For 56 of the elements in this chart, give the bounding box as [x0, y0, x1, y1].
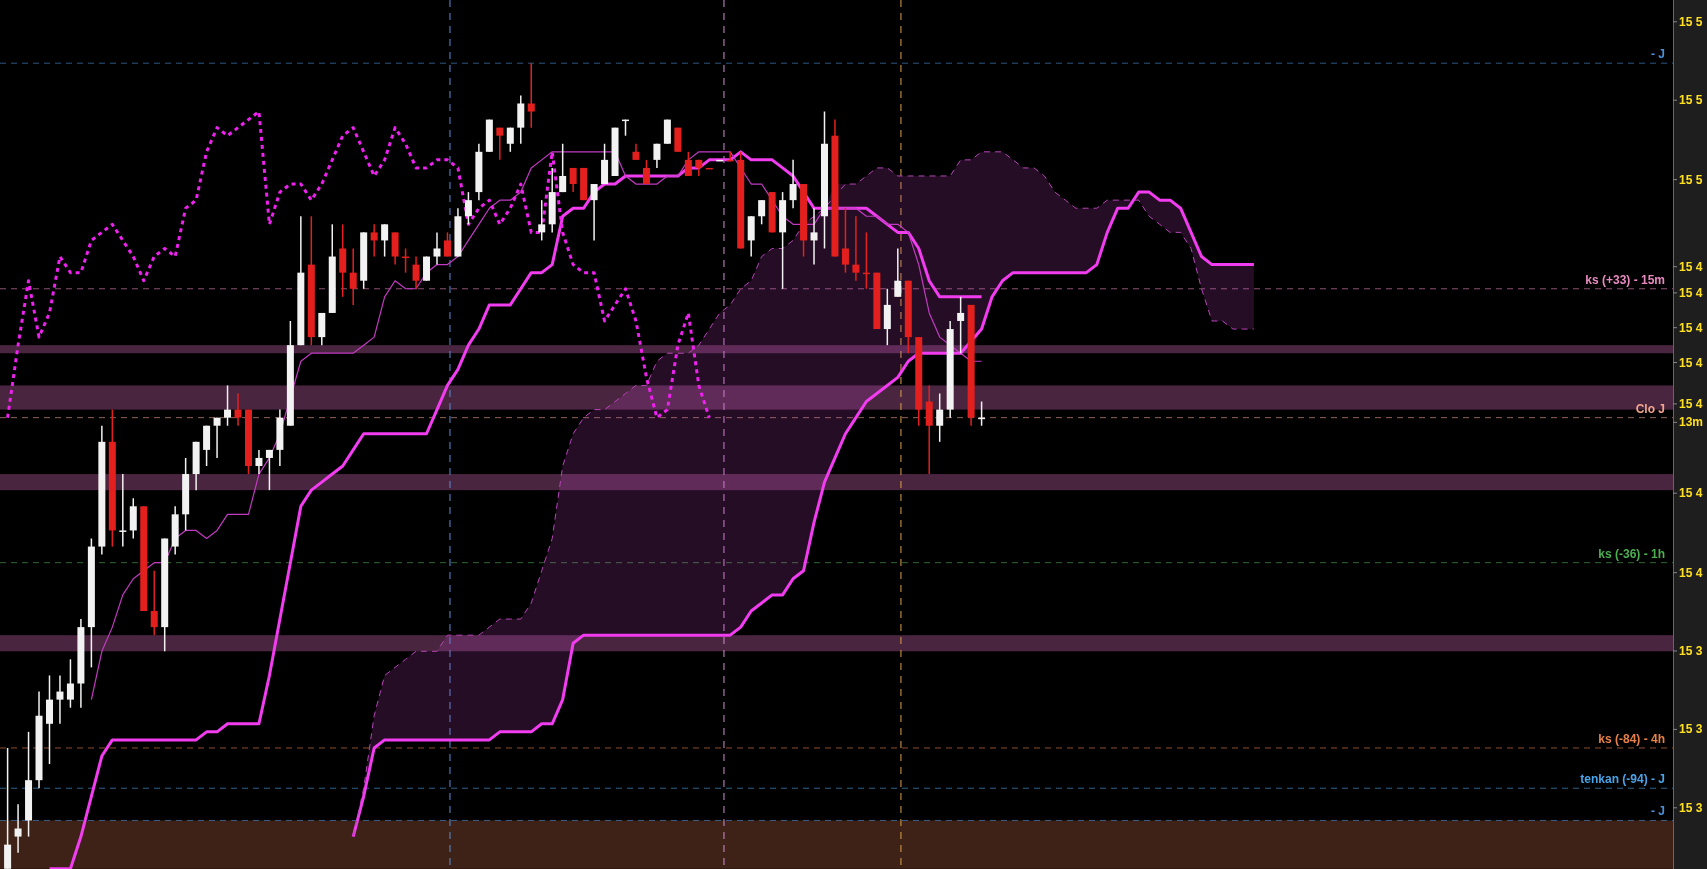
text: 15 4	[1679, 486, 1703, 501]
candlestick	[527, 62, 535, 129]
candlestick	[559, 143, 567, 193]
candlestick	[957, 296, 965, 354]
candlestick	[506, 126, 514, 153]
ref-line-label: tenkan (-94) - J	[1580, 772, 1665, 787]
candlestick	[936, 392, 944, 443]
candlestick	[119, 473, 127, 548]
candlestick	[569, 167, 577, 193]
candlestick	[496, 126, 504, 161]
candlestick	[213, 416, 221, 459]
candlestick	[224, 384, 232, 427]
text: 15 4	[1679, 320, 1703, 335]
ref-line-label: ks (+33) - 15m	[1585, 272, 1665, 287]
candlestick	[810, 207, 818, 266]
candlestick	[255, 449, 263, 475]
ref-line-label: ks (-36) - 1h	[1598, 546, 1665, 561]
text: 13m	[1679, 415, 1704, 430]
text: 15 5	[1679, 93, 1703, 108]
text: 15 4	[1679, 565, 1703, 580]
candlestick	[538, 199, 546, 242]
text: 15 3	[1679, 722, 1703, 737]
candlestick	[443, 231, 451, 258]
ref-line-label: Clo J	[1635, 401, 1665, 416]
text: 15 3	[1679, 644, 1703, 658]
text: 15 4	[1679, 396, 1703, 411]
candlestick	[758, 199, 766, 226]
ref-line-label: ks (-84) - 4h	[1598, 731, 1665, 746]
candlestick	[14, 803, 22, 854]
candlestick	[464, 191, 472, 226]
candlestick	[894, 247, 902, 298]
candlestick	[56, 674, 64, 725]
candlestick	[852, 215, 860, 282]
candlestick	[381, 223, 389, 258]
candlestick	[234, 392, 242, 427]
candlestick	[349, 247, 357, 306]
text: 15 5	[1679, 172, 1703, 187]
text: 15 4	[1679, 259, 1703, 274]
text: 15 4	[1679, 355, 1703, 370]
candlestick	[412, 255, 420, 290]
candlestick	[590, 183, 598, 242]
candlestick	[150, 569, 158, 636]
candlestick	[66, 658, 74, 709]
candlestick	[433, 231, 441, 266]
text: 15 4	[1679, 285, 1703, 300]
candlestick	[265, 449, 273, 491]
candlestick	[653, 143, 661, 169]
candlestick	[789, 159, 797, 209]
candlestick	[684, 151, 692, 177]
candlestick	[642, 159, 650, 185]
candlestick	[841, 207, 849, 274]
ref-line-label: - J	[1650, 47, 1665, 62]
ref-line-label: - J	[1650, 804, 1665, 819]
candlestick	[370, 223, 378, 258]
text: 15 5	[1679, 14, 1703, 29]
text: 15 3	[1679, 800, 1703, 815]
